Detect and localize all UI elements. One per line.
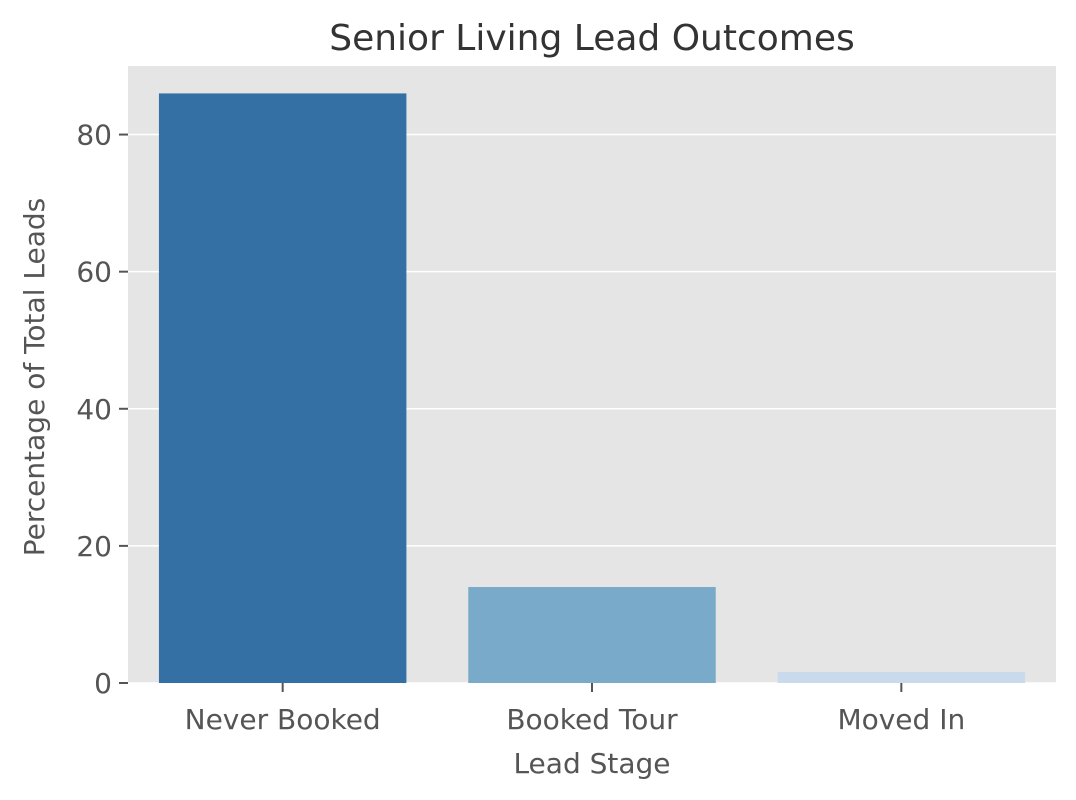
y-axis-label: Percentage of Total Leads [18,198,51,556]
y-tick-label: 80 [76,119,112,152]
bar-never-booked [158,93,407,683]
x-axis-ticks: Never Booked Booked Tour Moved In [185,683,965,736]
y-tick-label: 20 [76,530,112,563]
y-tick-label: 40 [76,393,112,426]
y-tick-label: 0 [94,667,112,700]
y-axis-ticks: 0 20 40 60 80 [76,119,128,700]
chart-title: Senior Living Lead Outcomes [329,18,855,59]
bars [158,93,1026,683]
x-tick-label: Booked Tour [506,703,678,736]
y-tick-label: 60 [76,256,112,289]
bar-booked-tour [468,587,716,683]
bar-moved-in [777,672,1026,683]
x-axis-label: Lead Stage [513,747,670,780]
x-tick-label: Moved In [837,703,965,736]
x-tick-label: Never Booked [185,703,381,736]
